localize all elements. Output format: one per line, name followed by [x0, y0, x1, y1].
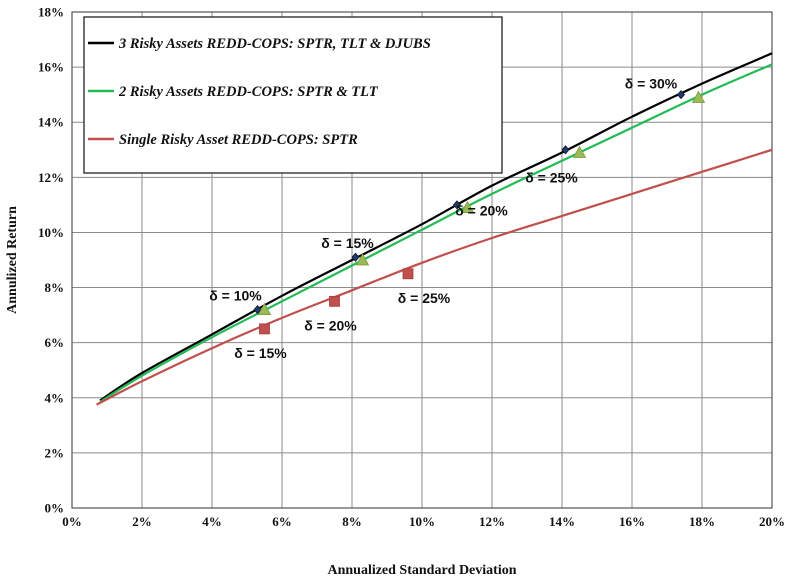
- diamond-marker: [676, 90, 686, 100]
- delta-annotation: δ = 10%: [209, 288, 262, 304]
- x-tick-label: 4%: [202, 514, 222, 529]
- delta-annotation: δ = 25%: [398, 290, 451, 306]
- series-line-3: [95, 148, 773, 406]
- chart-legend: 3 Risky Assets REDD-COPS: SPTR, TLT & DJ…: [83, 16, 503, 174]
- x-tick-label: 0%: [62, 514, 82, 529]
- x-tick-label: 10%: [409, 514, 435, 529]
- chart-series-lines: [95, 52, 773, 406]
- y-tick-label: 10%: [38, 225, 64, 240]
- diamond-marker: [561, 145, 570, 155]
- diamond-marker: [351, 252, 360, 262]
- x-tick-label: 20%: [759, 514, 785, 529]
- delta-annotation: δ = 20%: [455, 203, 508, 219]
- chart-annotations: δ = 10% δ = 15% δ = 30% δ = 20% δ = 25% δ = 1…: [209, 76, 678, 361]
- triangle-marker: [257, 302, 272, 315]
- legend-label: 3 Risky Assets REDD-COPS: SPTR, TLT & DJ…: [118, 36, 431, 52]
- y-tick-label: 0%: [45, 501, 65, 516]
- legend-label: Single Risky Asset REDD-COPS: SPTR: [119, 132, 358, 148]
- square-marker: [259, 323, 270, 335]
- y-tick-label: 18%: [38, 5, 64, 20]
- diamond-marker: [253, 304, 262, 315]
- x-tick-label: 2%: [132, 514, 152, 529]
- delta-annotation: δ = 15%: [234, 345, 287, 361]
- series-line-2: [99, 63, 773, 403]
- triangle-marker: [691, 90, 706, 103]
- delta-annotation: δ = 15%: [321, 235, 374, 251]
- x-tick-label: 12%: [479, 514, 505, 529]
- triangle-marker: [572, 145, 587, 158]
- y-tick-label: 2%: [45, 445, 65, 460]
- x-tick-label: 18%: [689, 514, 715, 529]
- triangle-marker: [460, 200, 475, 214]
- y-tick-label: 4%: [45, 390, 65, 405]
- chart-tick-labels: 0% 2% 4% 6% 8% 10% 12% 14% 16% 18% 20% 0% 2% 4% 6% 8% 10…: [38, 5, 785, 530]
- triangle-marker: [355, 253, 370, 266]
- chart-markers: [253, 90, 706, 335]
- y-tick-label: 12%: [38, 170, 64, 185]
- legend-box: [83, 16, 503, 174]
- x-tick-label: 16%: [619, 514, 645, 529]
- diamond-marker: [452, 200, 462, 210]
- legend-label: 2 Risky Assets REDD-COPS: SPTR & TLT: [118, 84, 379, 100]
- delta-annotation: δ = 30%: [625, 76, 678, 92]
- y-tick-label: 8%: [45, 280, 65, 295]
- square-marker: [329, 295, 340, 307]
- square-marker: [402, 268, 414, 280]
- y-axis-title: Annulized Return: [5, 206, 20, 314]
- plot-frame: [71, 11, 773, 509]
- x-tick-label: 6%: [272, 514, 292, 529]
- series-line-1: [99, 52, 773, 402]
- y-tick-label: 6%: [45, 335, 65, 350]
- x-axis-title: Annualized Standard Deviation: [327, 563, 516, 578]
- delta-annotation: δ = 20%: [304, 317, 357, 333]
- x-tick-label: 14%: [549, 514, 575, 529]
- x-tick-label: 8%: [342, 514, 362, 529]
- y-tick-label: 14%: [38, 115, 64, 130]
- y-tick-label: 16%: [38, 60, 64, 75]
- delta-annotation: δ = 25%: [525, 170, 578, 186]
